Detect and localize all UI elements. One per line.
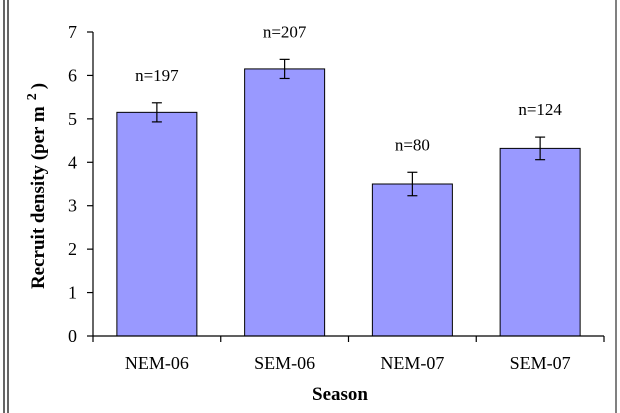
- y-tick-label-4: 4: [68, 152, 77, 172]
- x-tick-label-nem-07: NEM-07: [380, 353, 444, 373]
- data-labels-layer: n=197 n=207 n=80 n=124: [135, 22, 562, 154]
- bar-sem-07: [499, 147, 581, 337]
- axes-layer: NEM-06 SEM-06 NEM-07 SEM-07 0 1 2 3 4 5 6 7: [68, 22, 605, 373]
- bar-nem-06: [116, 111, 198, 337]
- y-tick-label-7: 7: [68, 22, 77, 42]
- data-label-nem-07: n=80: [395, 135, 430, 154]
- x-axis-title: Season: [312, 384, 368, 405]
- bar-sem-06: [244, 68, 326, 337]
- y-tick-label-2: 2: [68, 239, 77, 259]
- y-axis-title-close: ): [28, 83, 49, 89]
- x-tick-label-sem-06: SEM-06: [254, 353, 315, 373]
- y-tick-label-1: 1: [68, 283, 77, 303]
- y-axis-title-main: Recruit density (per m: [28, 106, 49, 289]
- y-tick-label-5: 5: [68, 109, 77, 129]
- bar-nem-07: [371, 183, 453, 337]
- x-tick-label-nem-06: NEM-06: [125, 353, 189, 373]
- y-axis-title-superscript: 2: [25, 93, 40, 100]
- y-tick-label-0: 0: [68, 326, 77, 346]
- x-tick-label-sem-07: SEM-07: [510, 353, 571, 373]
- y-tick-label-6: 6: [68, 65, 77, 85]
- y-tick-label-3: 3: [68, 196, 77, 216]
- error-bars-layer: [151, 58, 546, 197]
- data-label-sem-06: n=207: [263, 22, 307, 41]
- data-label-sem-07: n=124: [518, 100, 562, 119]
- y-axis-title: Recruit density (per m 2): [25, 83, 49, 289]
- data-label-nem-06: n=197: [135, 66, 179, 85]
- bars-layer: [116, 68, 581, 337]
